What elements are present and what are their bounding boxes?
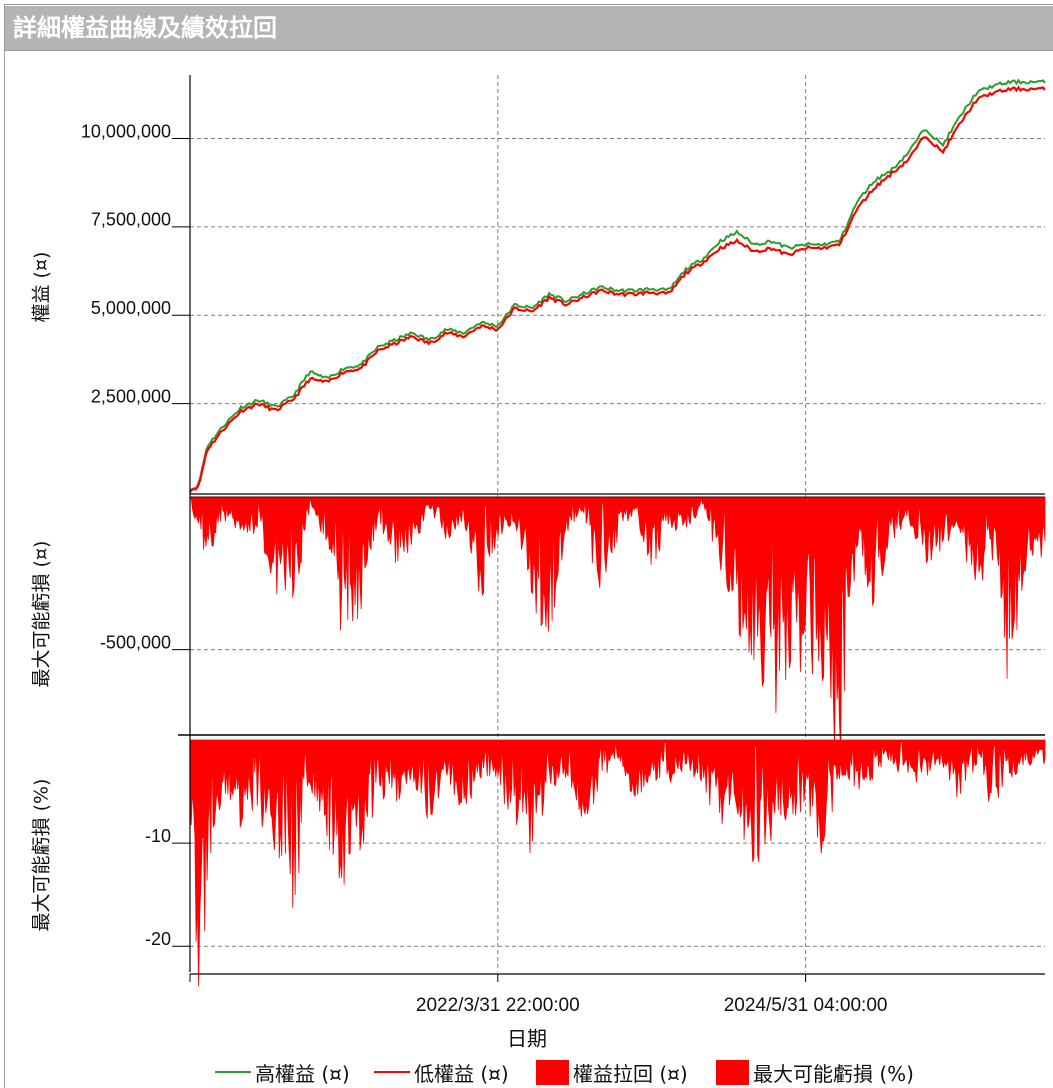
- x-axis-label: 日期: [507, 1027, 547, 1051]
- legend-low-equity[interactable]: 低權益 (¤): [374, 1057, 509, 1087]
- x-tick-label: 2022/3/31 22:00:00: [416, 995, 580, 1016]
- low-equity-line: [189, 85, 1046, 493]
- drawdown-y-tick-label: -500,000: [100, 632, 171, 652]
- legend-drawdown-percent[interactable]: 最大可能虧損 (%): [716, 1057, 914, 1087]
- legend-high-equity-label: 高權益 (¤): [255, 1061, 350, 1086]
- high-equity-line: [189, 78, 1046, 493]
- percent-y-tick-label: -20: [145, 929, 171, 949]
- percent-y-axis-title: 最大可能虧損 (%): [31, 779, 53, 932]
- legend-low-equity-label: 低權益 (¤): [414, 1061, 509, 1086]
- legend-drawdown-amount[interactable]: 權益拉回 (¤): [536, 1057, 688, 1087]
- chart-legend: 高權益 (¤) 低權益 (¤) 權益拉回 (¤) 最大可能虧損 (%): [0, 1057, 1053, 1087]
- legend-low-equity-swatch: [374, 1071, 410, 1073]
- drawdown-y-axis-title: 最大可能虧損 (¤): [31, 541, 53, 688]
- percent-y-tick-label: -10: [145, 826, 171, 846]
- window-title: 詳細權益曲線及績效拉回: [5, 6, 1053, 51]
- legend-drawdown-percent-swatch: [716, 1059, 749, 1085]
- equity-y-tick-label: 2,500,000: [91, 386, 171, 406]
- equity-y-axis-title: 權益 (¤): [31, 252, 53, 323]
- legend-drawdown-amount-swatch: [536, 1059, 569, 1085]
- legend-drawdown-percent-label: 最大可能虧損 (%): [753, 1061, 914, 1086]
- x-tick-label: 2024/5/31 04:00:00: [724, 995, 888, 1016]
- legend-drawdown-amount-label: 權益拉回 (¤): [573, 1061, 688, 1086]
- equity-y-tick-label: 7,500,000: [91, 210, 171, 230]
- legend-high-equity-swatch: [215, 1071, 251, 1073]
- drawdown-percent-area: [189, 739, 1046, 987]
- equity-y-tick-label: 5,000,000: [91, 298, 171, 318]
- legend-high-equity[interactable]: 高權益 (¤): [215, 1057, 350, 1087]
- equity-y-tick-label: 10,000,000: [81, 121, 171, 141]
- drawdown-amount-area: [189, 496, 1046, 755]
- window-frame: [4, 4, 1053, 1088]
